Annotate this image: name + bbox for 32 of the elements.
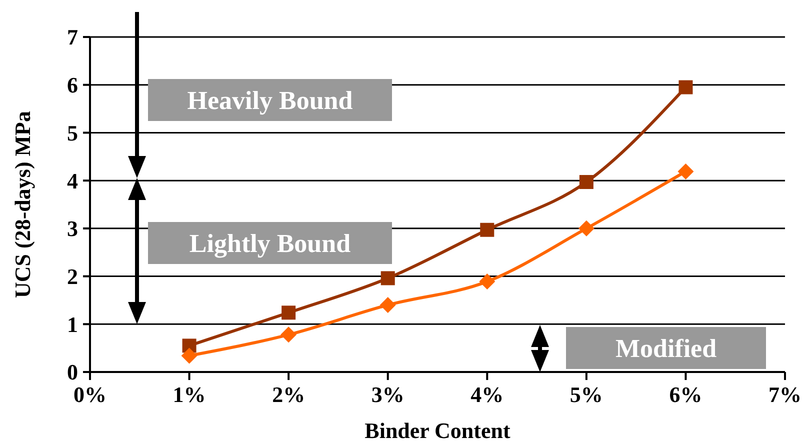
point [479,274,496,290]
y-tick-label: 0 [67,360,78,385]
x-tick-label: 4% [470,382,504,407]
x-tick-label: 7% [768,382,802,407]
point [181,348,198,364]
annotation: Heavily Bound [187,86,354,116]
y-tick-label: 4 [67,168,78,194]
annotation: Lightly Bound [189,229,352,258]
x-tick-label: 1% [172,382,206,407]
point [380,271,395,286]
x-tick-label: 6% [669,382,702,407]
y-axis-title: UCS (28-days) MPa [10,111,35,298]
point [678,80,693,94]
y-tick-label: 6 [67,72,78,98]
y-tick-label: 1 [67,312,78,337]
x-tick-label: 0% [74,382,106,407]
x-tick-label: 2% [272,382,306,407]
x-tick-label: 3% [371,382,404,407]
point [578,220,594,236]
point [282,306,296,320]
point [678,163,694,180]
point [579,175,594,190]
point [480,222,494,237]
y-tick-label: 7 [67,24,78,50]
point [380,297,396,313]
annotation: Modified [615,334,718,364]
y-tick-label: 2 [67,264,78,289]
x-axis-title: Binder Content [364,418,511,443]
x-tick-label: 5% [570,382,603,407]
point [280,326,297,343]
y-tick-label: 5 [67,120,78,146]
y-tick-label: 3 [67,216,78,242]
